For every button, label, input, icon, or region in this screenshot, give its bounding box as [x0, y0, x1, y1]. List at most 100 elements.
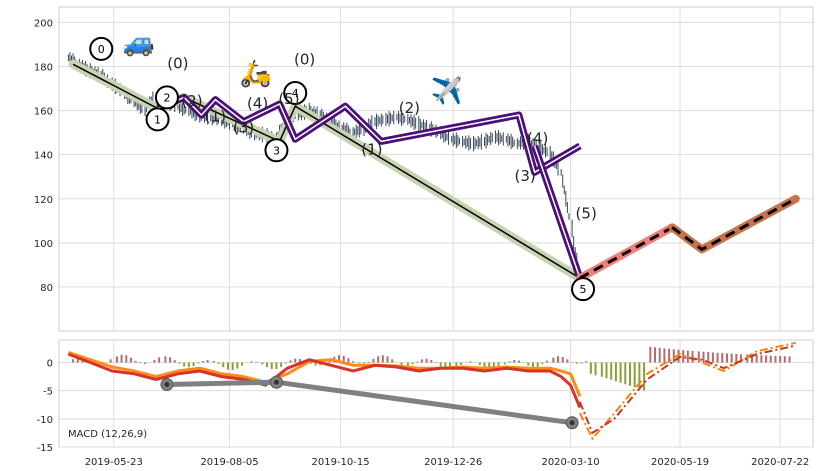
macd-histogram-bar — [217, 362, 220, 364]
macd-histogram-bar — [614, 362, 617, 382]
macd-histogram-bar — [746, 354, 749, 363]
wave-label: (5) — [576, 205, 597, 223]
macd-histogram-bar — [294, 358, 297, 363]
macd-plot — [67, 341, 797, 441]
price-ytick-label: 180 — [34, 63, 53, 74]
macd-histogram-bar — [212, 361, 215, 363]
macd-histogram-bar — [600, 362, 603, 377]
macd-histogram-bar — [280, 362, 283, 367]
macd-signal-line — [67, 350, 582, 397]
macd-histogram-bar — [755, 354, 758, 363]
purple-wave-tail-inner — [533, 145, 581, 279]
macd-histogram-bar — [765, 355, 768, 363]
macd-ytick-label: 0 — [47, 359, 53, 370]
macd-histogram-bar — [672, 349, 675, 363]
macd-histogram-bar — [783, 356, 786, 363]
macd-histogram-bar — [585, 361, 588, 363]
macd-histogram-bar — [275, 362, 278, 370]
wave-label: (3) — [515, 167, 536, 185]
macd-ytick-label: -5 — [43, 387, 53, 398]
macd-histogram-bar — [420, 359, 423, 363]
wave-label: (4) — [247, 94, 268, 112]
macd-histogram-bar — [241, 362, 244, 366]
macd-line — [67, 352, 582, 409]
macd-histogram-bar — [478, 362, 481, 366]
macd-histogram-bar — [178, 362, 181, 364]
wave-label: (3) — [233, 119, 254, 137]
macd-histogram-bar — [115, 356, 118, 363]
macd-histogram-bar — [531, 362, 534, 368]
macd-title: MACD (12,26,9) — [68, 429, 147, 440]
macd-histogram-bar — [503, 362, 506, 365]
wave-label: (4) — [527, 130, 548, 148]
macd-histogram-bar — [173, 360, 176, 363]
macd-histogram-bar — [730, 353, 733, 363]
macd-histogram-bar — [206, 360, 209, 363]
macd-histogram-bar — [261, 362, 264, 365]
macd-histogram-bar — [120, 354, 123, 363]
macd-histogram-bar — [740, 354, 743, 363]
macd-histogram-bar — [449, 362, 452, 370]
macd-histogram-bar — [363, 362, 366, 364]
macd-histogram-bar — [164, 356, 167, 363]
macd-histogram-bar — [76, 357, 79, 363]
wave-label: (1) — [205, 108, 226, 126]
macd-histogram-bar — [610, 362, 613, 380]
airplane-icon: ✈️ — [431, 75, 463, 107]
macd-grid: 2019-05-23 2019-08-05 2019-10-15 2019-12-26… — [37, 340, 813, 468]
macd-histogram-bar — [691, 351, 694, 363]
wave-circle-marker — [154, 85, 179, 110]
macd-histogram-bar — [153, 359, 156, 363]
macd-histogram-bar — [716, 352, 719, 363]
macd-histogram-bar — [250, 361, 253, 363]
macd-histogram-bar — [169, 357, 172, 363]
macd-histogram-bar — [377, 356, 380, 363]
macd-histogram-bar — [460, 362, 463, 365]
price-ytick-label: 140 — [34, 151, 53, 162]
macd-histogram-bar — [222, 362, 225, 368]
price-panel-frame — [58, 6, 814, 332]
macd-histogram-bar — [309, 362, 312, 364]
divergence-marker-core — [569, 420, 575, 426]
xtick-label: 2019-12-26 — [424, 457, 482, 468]
macd-histogram-bar — [624, 362, 627, 385]
macd-histogram-bar — [697, 351, 700, 363]
macd-histogram-bar — [643, 362, 646, 391]
macd-histogram-bar — [270, 362, 273, 370]
wave-circle-label: 5 — [580, 283, 587, 296]
macd-histogram-bar — [289, 360, 292, 363]
car-icon: 🚙 — [123, 28, 155, 58]
macd-histogram-bar — [444, 362, 447, 369]
purple-wave-inner — [157, 96, 581, 174]
macd-histogram-bar — [425, 358, 428, 363]
wave-circle-label: 2 — [163, 91, 170, 104]
macd-histogram-bar — [358, 362, 361, 364]
macd-histogram-bar — [416, 361, 419, 363]
macd-histogram-bar — [668, 348, 671, 363]
macd-histogram-bar — [552, 357, 555, 363]
macd-histogram-bar — [527, 362, 530, 366]
macd-histogram-bar — [192, 362, 195, 367]
macd-histogram-bar — [386, 356, 389, 363]
macd-histogram-bar — [788, 356, 791, 363]
macd-histogram-bar — [541, 362, 544, 365]
macd-histogram-bar — [298, 358, 301, 363]
macd-histogram-bar — [488, 362, 491, 370]
macd-histogram-bar — [435, 362, 437, 364]
macd-histogram-bar — [605, 362, 608, 379]
wave-circle-marker — [145, 107, 170, 132]
macd-histogram-bar — [231, 362, 234, 371]
macd-histogram-bar — [774, 355, 777, 363]
macd-histogram-bar — [508, 361, 511, 363]
forecast-signal-line — [578, 344, 797, 435]
macd-histogram-bar — [342, 355, 345, 363]
macd-histogram-bar — [575, 362, 578, 364]
macd-histogram-bar — [439, 362, 442, 367]
macd-histogram-bar — [633, 362, 636, 388]
macd-histogram-bar — [236, 362, 239, 369]
macd-histogram-bar — [109, 359, 112, 363]
xtick-label: 2019-10-15 — [312, 457, 370, 468]
xtick-label: 2019-08-05 — [200, 457, 258, 468]
macd-histogram-bar — [546, 360, 549, 363]
